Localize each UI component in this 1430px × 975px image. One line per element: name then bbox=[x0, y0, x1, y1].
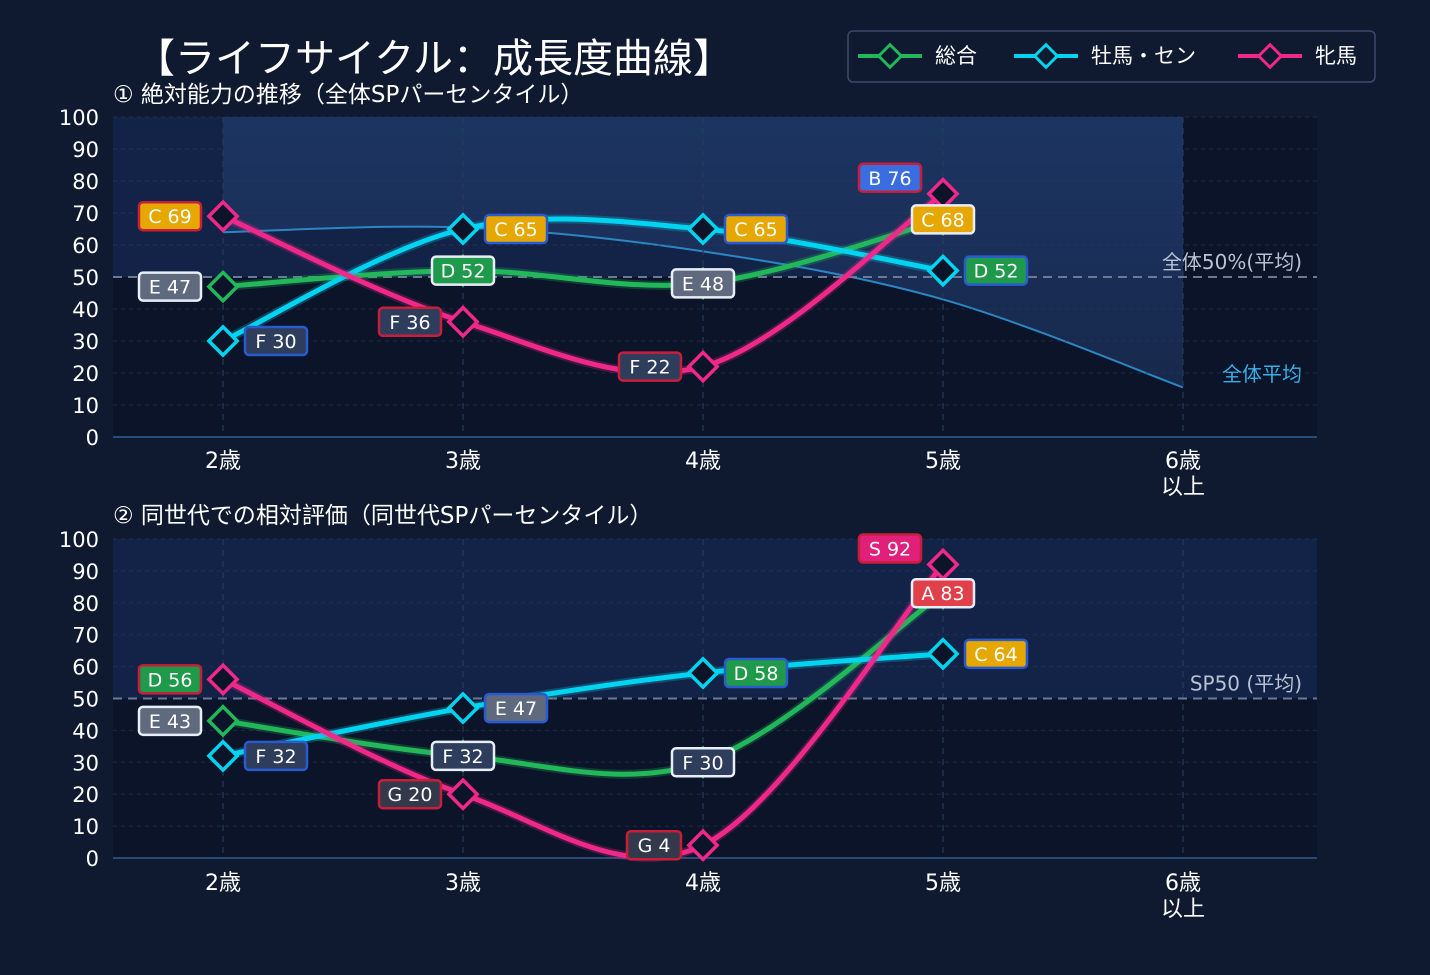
data-label: C 69 bbox=[148, 206, 191, 228]
legend-item: 牡馬・セン bbox=[1014, 44, 1196, 68]
reference-line-label: SP50 (平均) bbox=[1190, 672, 1302, 696]
chart-subtitle: ② 同世代での相対評価（同世代SPパーセンタイル） bbox=[113, 503, 652, 529]
data-label: D 52 bbox=[974, 261, 1019, 283]
x-tick-label: 6歳以上 bbox=[1161, 871, 1205, 922]
data-label-badge: B 76 bbox=[859, 164, 921, 192]
x-tick-label: 5歳 bbox=[925, 449, 961, 474]
y-tick-label: 0 bbox=[86, 426, 99, 450]
data-label: G 4 bbox=[638, 835, 671, 857]
x-tick-label: 4歳 bbox=[685, 871, 721, 896]
y-tick-label: 0 bbox=[86, 847, 99, 871]
data-label-badge: E 48 bbox=[672, 269, 734, 297]
y-tick-label: 60 bbox=[72, 656, 99, 680]
data-label: C 65 bbox=[734, 219, 777, 241]
data-label: D 58 bbox=[734, 663, 779, 685]
legend-label: 牝馬 bbox=[1315, 44, 1357, 68]
data-label: B 76 bbox=[868, 168, 911, 190]
y-tick-label: 50 bbox=[72, 266, 99, 290]
legend: 総合 牡馬・セン 牝馬 bbox=[848, 31, 1375, 82]
data-label-badge: C 65 bbox=[485, 215, 547, 243]
data-label: D 56 bbox=[148, 669, 193, 691]
beyond-band bbox=[1183, 117, 1317, 437]
data-label: C 65 bbox=[494, 219, 537, 241]
average-curve-label: 全体平均 bbox=[1222, 362, 1302, 386]
y-tick-label: 90 bbox=[72, 138, 99, 162]
data-label-badge: F 30 bbox=[245, 327, 307, 355]
data-label: E 48 bbox=[682, 273, 724, 295]
legend-label: 牡馬・セン bbox=[1091, 44, 1196, 68]
y-tick-label: 40 bbox=[72, 298, 99, 322]
x-tick-label: 2歳 bbox=[205, 871, 241, 896]
data-label: A 83 bbox=[921, 583, 964, 605]
data-label-badge: E 47 bbox=[139, 273, 201, 301]
chart-subtitle: ① 絶対能力の推移（全体SPパーセンタイル） bbox=[113, 82, 583, 108]
data-label: E 43 bbox=[149, 711, 191, 733]
x-tick-label: 3歳 bbox=[445, 449, 481, 474]
data-label-badge: C 68 bbox=[912, 205, 974, 233]
x-tick-label: 3歳 bbox=[445, 871, 481, 896]
data-label: S 92 bbox=[869, 539, 911, 561]
data-label: F 30 bbox=[682, 752, 723, 774]
x-tick-label: 2歳 bbox=[205, 449, 241, 474]
data-label-badge: S 92 bbox=[859, 535, 921, 563]
data-label: F 22 bbox=[629, 357, 670, 379]
data-label-badge: F 32 bbox=[245, 742, 307, 770]
data-label: F 30 bbox=[255, 331, 296, 353]
absolute-ability-chart: ① 絶対能力の推移（全体SPパーセンタイル） 全体平均 0 10 20 30 40 50 60 7… bbox=[59, 82, 1317, 500]
data-label: E 47 bbox=[149, 277, 191, 299]
y-tick-label: 20 bbox=[72, 783, 99, 807]
x-tick-label: 4歳 bbox=[685, 449, 721, 474]
x-tick-label: 6歳以上 bbox=[1161, 449, 1205, 500]
data-label: F 32 bbox=[255, 746, 296, 768]
y-tick-label: 70 bbox=[72, 202, 99, 226]
y-tick-label: 10 bbox=[72, 394, 99, 418]
data-label: F 32 bbox=[442, 746, 483, 768]
legend-label: 総合 bbox=[935, 44, 977, 68]
y-tick-label: 70 bbox=[72, 624, 99, 648]
data-label-badge: E 43 bbox=[139, 707, 201, 735]
data-label-badge: G 20 bbox=[379, 780, 441, 808]
data-label-badge: F 36 bbox=[379, 308, 441, 336]
data-label-badge: D 52 bbox=[965, 257, 1027, 285]
y-tick-label: 80 bbox=[72, 170, 99, 194]
x-tick-label: 5歳 bbox=[925, 871, 961, 896]
data-label-badge: C 65 bbox=[725, 215, 787, 243]
data-label: G 20 bbox=[388, 784, 433, 806]
y-tick-label: 100 bbox=[59, 528, 99, 552]
data-label: C 68 bbox=[921, 209, 964, 231]
data-label-badge: E 47 bbox=[485, 694, 547, 722]
data-label: D 52 bbox=[441, 261, 486, 283]
reference-line-label: 全体50%(平均) bbox=[1162, 250, 1302, 274]
y-tick-label: 90 bbox=[72, 560, 99, 584]
data-label: F 36 bbox=[389, 312, 430, 334]
y-tick-label: 80 bbox=[72, 592, 99, 616]
y-tick-label: 50 bbox=[72, 688, 99, 712]
data-label-badge: A 83 bbox=[912, 579, 974, 607]
data-label-badge: F 32 bbox=[432, 742, 494, 770]
data-label-badge: C 69 bbox=[139, 202, 201, 230]
data-label: C 64 bbox=[974, 644, 1017, 666]
chart-title: 【ライフサイクル：成長度曲線】 bbox=[135, 36, 733, 82]
y-tick-label: 100 bbox=[59, 106, 99, 130]
data-label-badge: C 64 bbox=[965, 640, 1027, 668]
y-tick-label: 40 bbox=[72, 719, 99, 743]
data-label-badge: F 30 bbox=[672, 748, 734, 776]
y-tick-label: 30 bbox=[72, 751, 99, 775]
y-tick-label: 20 bbox=[72, 362, 99, 386]
y-tick-label: 30 bbox=[72, 330, 99, 354]
data-label-badge: D 56 bbox=[139, 665, 201, 693]
data-label: E 47 bbox=[495, 698, 537, 720]
y-tick-label: 60 bbox=[72, 234, 99, 258]
data-label-badge: D 52 bbox=[432, 257, 494, 285]
y-tick-label: 10 bbox=[72, 815, 99, 839]
data-label-badge: G 4 bbox=[627, 831, 681, 859]
relative-evaluation-chart: ② 同世代での相対評価（同世代SPパーセンタイル） 0 10 20 30 40 50 60 70… bbox=[59, 503, 1317, 922]
data-label-badge: F 22 bbox=[619, 353, 681, 381]
data-label-badge: D 58 bbox=[725, 659, 787, 687]
